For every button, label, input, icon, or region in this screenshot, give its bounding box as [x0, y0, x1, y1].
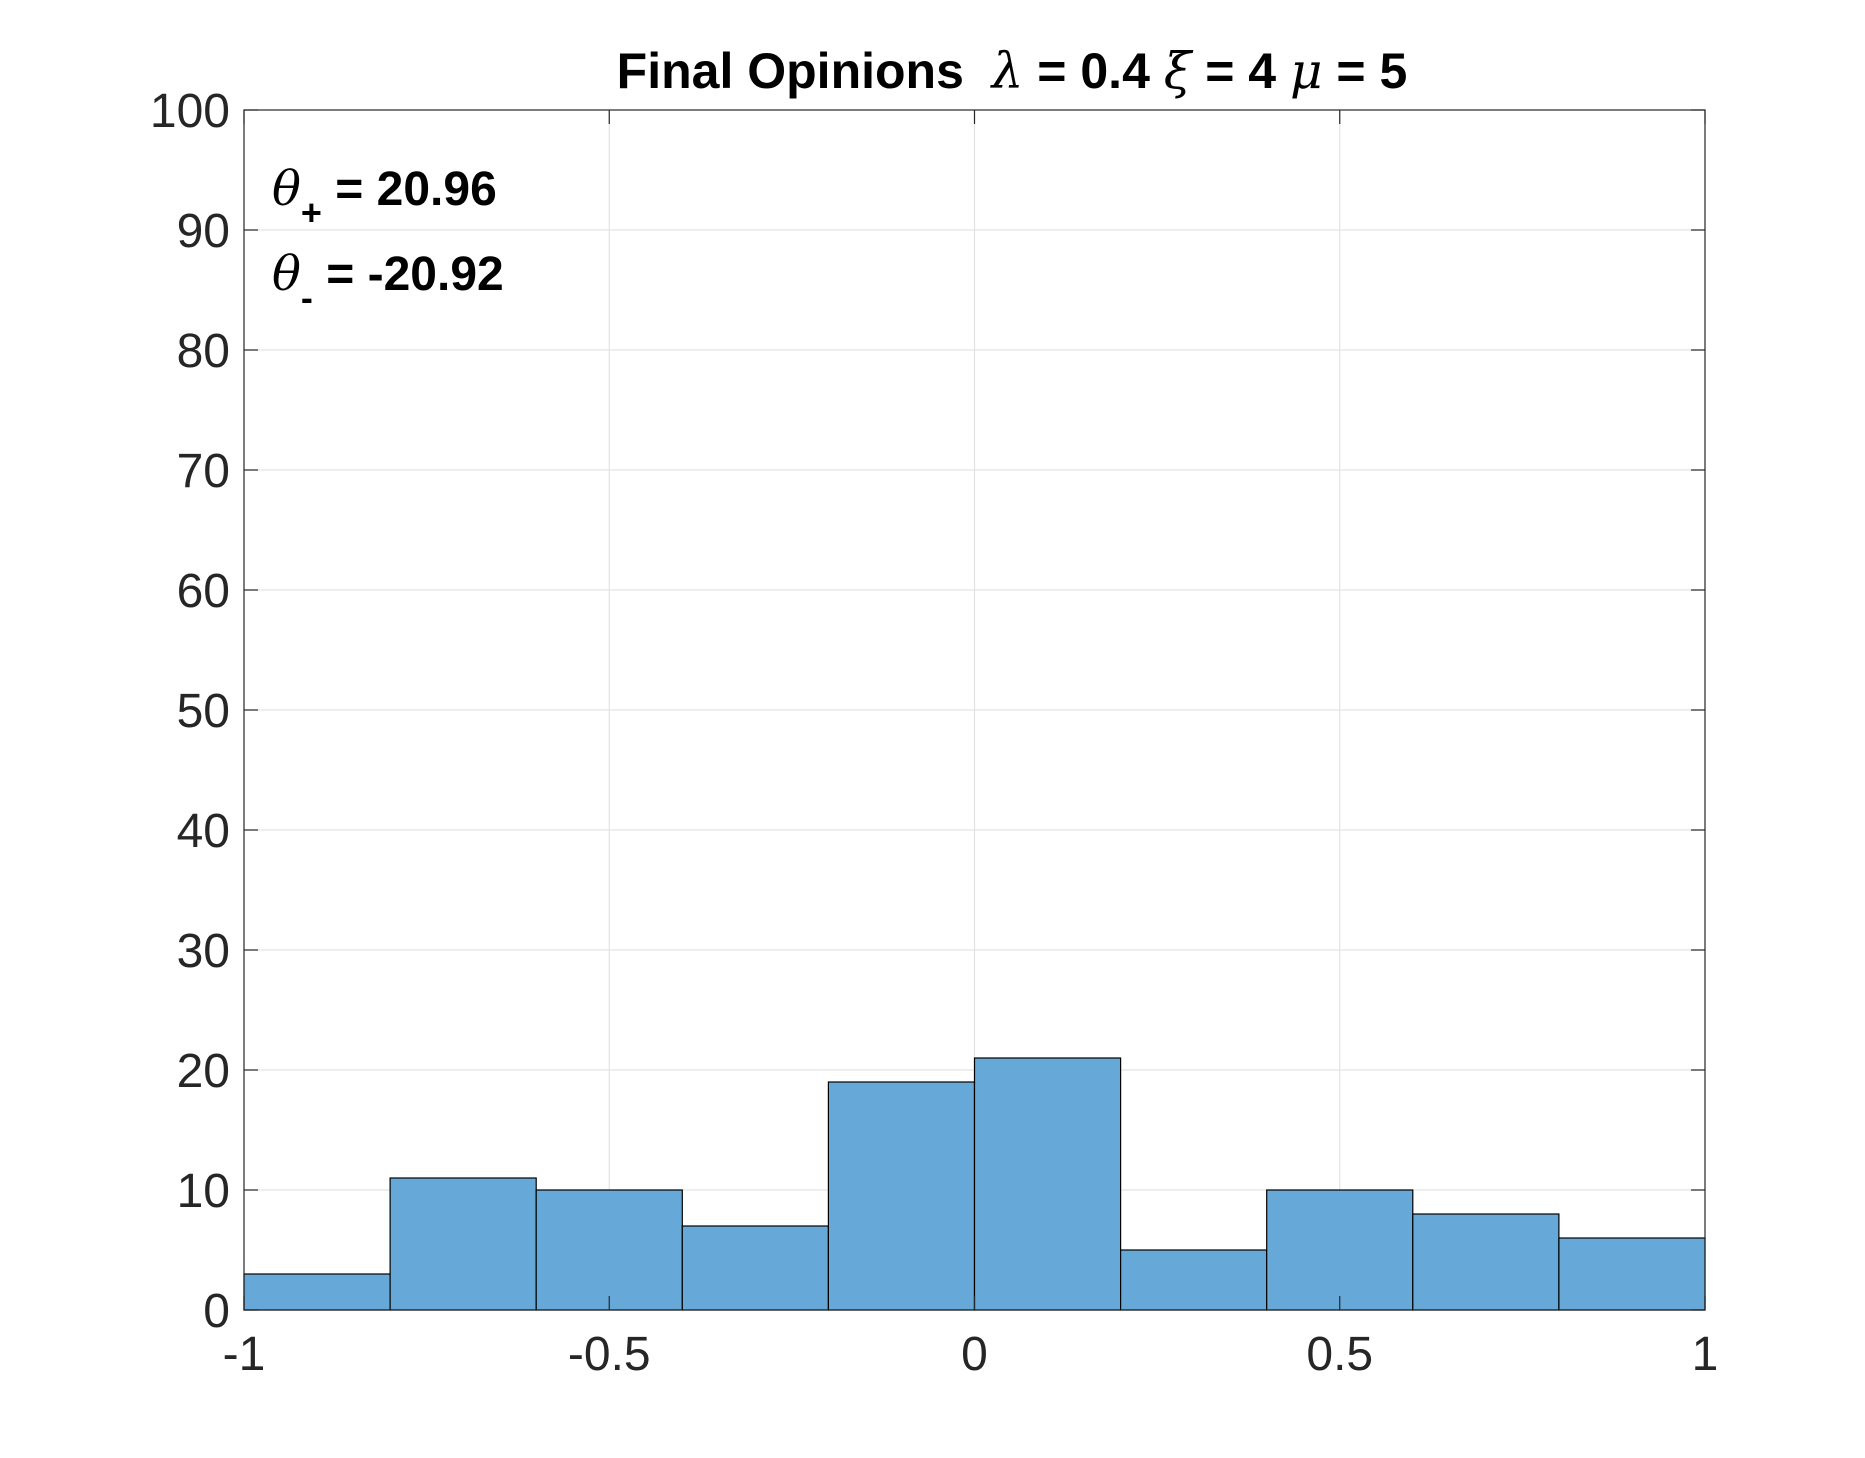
x-tick-label: 1: [1692, 1328, 1719, 1381]
y-tick-label: 0: [203, 1285, 230, 1338]
annotation-theta-minus: θ- = -20.92: [272, 246, 504, 318]
y-tick-label: 10: [177, 1165, 230, 1218]
y-tick-label: 100: [150, 85, 230, 138]
annotation-value: = -20.92: [313, 248, 504, 301]
chart-title: Final Opinions λ = 0.4 ξ = 4 μ = 5: [617, 42, 1408, 100]
title-symbol-xi: ξ: [1164, 42, 1194, 100]
y-tick-labels: 0 10 20 30 40 50 60 70 80 90 100: [150, 85, 230, 1338]
histogram-bar: [827, 1081, 976, 1311]
svg-text:θ+ = 20.96: θ+ = 20.96: [272, 161, 497, 233]
annotation-theta-plus: θ+ = 20.96: [272, 161, 497, 233]
histogram-bar: [1558, 1237, 1706, 1311]
y-tick-label: 60: [177, 565, 230, 618]
x-tick-label: -1: [223, 1328, 266, 1381]
annotation-subscript: -: [301, 277, 313, 318]
y-tick-label: 20: [177, 1045, 230, 1098]
y-tick-label: 30: [177, 925, 230, 978]
histogram-bars: [243, 1057, 1706, 1311]
x-tick-label: -0.5: [568, 1328, 651, 1381]
histogram-bar: [389, 1177, 537, 1311]
y-tick-label: 70: [177, 445, 230, 498]
x-tick-labels: -1 -0.5 0 0.5 1: [223, 1328, 1719, 1381]
title-part-mu: = 5: [1323, 43, 1408, 99]
title-symbol-lambda: λ: [990, 42, 1024, 100]
title-symbol-mu: μ: [1290, 42, 1323, 100]
histogram-bar: [973, 1057, 1122, 1311]
histogram-bar: [681, 1225, 829, 1311]
histogram-bar: [243, 1273, 391, 1311]
annotation-subscript: +: [301, 192, 322, 233]
x-tick-label: 0.5: [1306, 1328, 1373, 1381]
histogram-bar: [1266, 1189, 1414, 1311]
y-tick-label: 90: [177, 205, 230, 258]
grid-lines: [244, 110, 1705, 1310]
title-part-lambda: = 0.4: [1023, 43, 1163, 99]
title-part-xi: = 4: [1191, 43, 1290, 99]
y-tick-label: 50: [177, 685, 230, 738]
title-prefix: Final Opinions: [617, 43, 964, 99]
histogram-bar: [535, 1189, 683, 1311]
svg-text:θ- = -20.92: θ- = -20.92: [272, 246, 504, 318]
annotation-symbol: θ: [272, 246, 301, 302]
histogram-bar: [1412, 1213, 1560, 1311]
annotation-symbol: θ: [272, 161, 301, 217]
y-tick-label: 40: [177, 805, 230, 858]
x-tick-label: 0: [961, 1328, 988, 1381]
histogram-bar: [1119, 1249, 1268, 1311]
y-tick-label: 80: [177, 325, 230, 378]
annotation-value: = 20.96: [322, 163, 497, 216]
tick-marks: [243, 109, 1706, 1311]
